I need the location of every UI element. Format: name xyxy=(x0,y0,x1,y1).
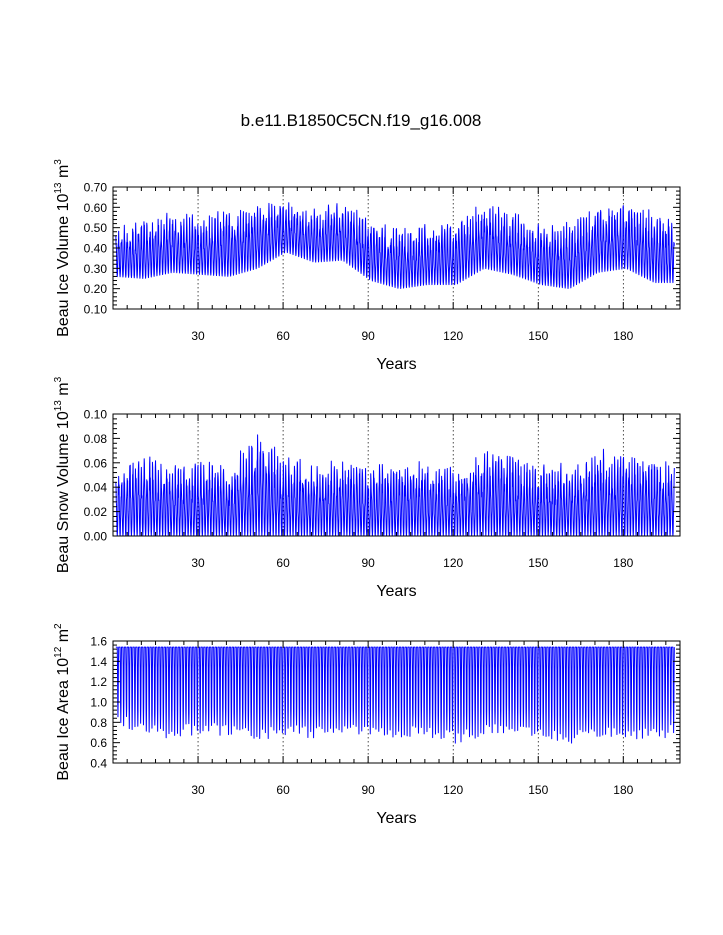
x-tick-label: 120 xyxy=(443,783,463,797)
x-tick-label: 150 xyxy=(528,329,548,343)
y-tick-label: 1.6 xyxy=(90,635,107,649)
snow-volume-panel: 30 60 90 120 150 180 0.00 0.02 0.04 0.06 0.08 0.10 Y… xyxy=(53,376,681,600)
x-axis-label: Years xyxy=(376,356,416,373)
y-tick-label: 0.04 xyxy=(84,481,108,495)
x-tick-label: 90 xyxy=(361,783,375,797)
y-tick-label: 0.00 xyxy=(84,530,108,544)
y-tick-label: 0.4 xyxy=(90,757,107,771)
x-tick-label: 180 xyxy=(613,556,633,570)
figure-title: b.e11.B1850C5CN.f19_g16.008 xyxy=(241,111,482,130)
y-axis-label: Beau Ice Area 1012 m2 xyxy=(53,623,72,781)
series-line xyxy=(115,202,675,289)
ice-area-panel: 30 60 90 120 150 180 0.4 0.6 0.8 1.0 1.2 1.4 1.6 Year… xyxy=(53,623,681,827)
y-tick-label: 0.20 xyxy=(84,282,108,296)
y-tick-label: 0.40 xyxy=(84,242,108,256)
x-tick-label: 180 xyxy=(613,329,633,343)
y-tick-label: 0.6 xyxy=(90,736,107,750)
series-line xyxy=(115,646,675,744)
y-tick-label: 0.8 xyxy=(90,716,107,730)
x-axis-label: Years xyxy=(376,583,416,600)
x-tick-label: 180 xyxy=(613,783,633,797)
y-tick-label: 0.70 xyxy=(84,181,108,195)
y-tick-label: 0.10 xyxy=(84,408,108,422)
y-tick-label: 1.0 xyxy=(90,696,107,710)
y-tick-label: 1.4 xyxy=(90,655,107,669)
x-tick-label: 90 xyxy=(361,556,375,570)
x-tick-label: 150 xyxy=(528,556,548,570)
x-tick-label: 90 xyxy=(361,329,375,343)
y-tick-label: 1.2 xyxy=(90,675,107,689)
x-tick-label: 30 xyxy=(191,329,205,343)
y-tick-label: 0.30 xyxy=(84,262,108,276)
x-axis-label: Years xyxy=(376,810,416,827)
y-tick-label: 0.60 xyxy=(84,201,108,215)
x-tick-label: 60 xyxy=(276,329,290,343)
series-line xyxy=(115,434,675,537)
y-tick-label: 0.50 xyxy=(84,221,108,235)
y-axis-label: Beau Snow Volume 1013 m3 xyxy=(53,376,72,573)
x-tick-label: 30 xyxy=(191,783,205,797)
y-axis-label: Beau Ice Volume 1013 m3 xyxy=(53,159,72,337)
y-tick-label: 0.06 xyxy=(84,456,108,470)
x-tick-label: 30 xyxy=(191,556,205,570)
x-tick-label: 120 xyxy=(443,556,463,570)
y-tick-label: 0.08 xyxy=(84,432,108,446)
x-tick-label: 150 xyxy=(528,783,548,797)
x-tick-label: 60 xyxy=(276,556,290,570)
y-tick-label: 0.10 xyxy=(84,303,108,317)
x-tick-label: 60 xyxy=(276,783,290,797)
x-tick-label: 120 xyxy=(443,329,463,343)
ice-volume-panel: 30 60 90 120 150 180 0.10 0.20 0.30 0.40 0.50 0.60 0… xyxy=(53,159,681,373)
y-tick-label: 0.02 xyxy=(84,505,108,519)
